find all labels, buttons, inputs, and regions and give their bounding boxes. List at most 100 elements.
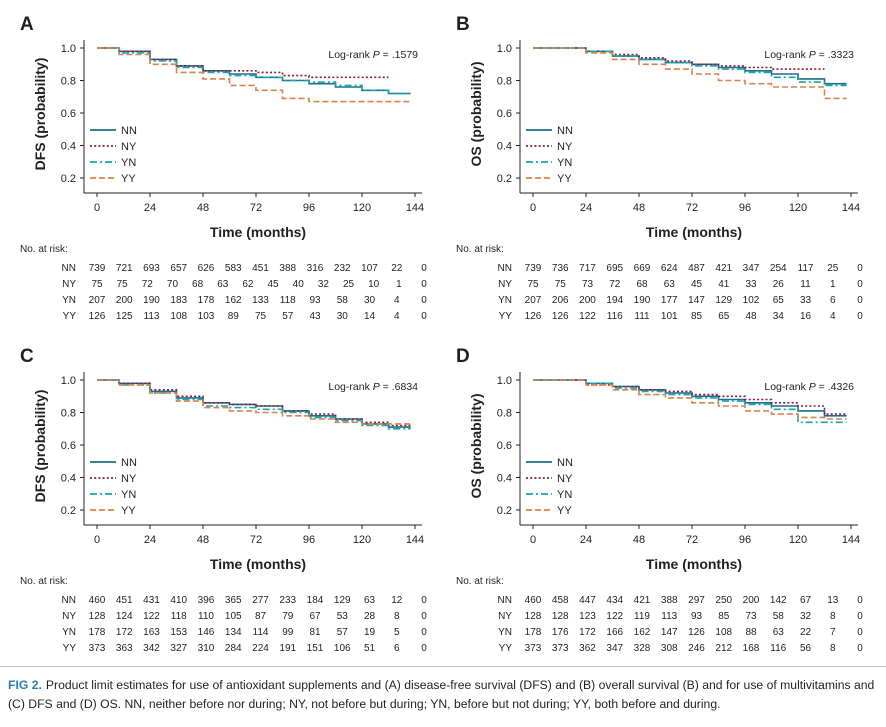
at-risk-row-label: NN xyxy=(62,263,76,274)
y-tick-label: 0.2 xyxy=(497,505,512,517)
at-risk-cell: 75 xyxy=(91,279,103,290)
caption-label: FIG 2. xyxy=(8,678,42,692)
at-risk-cell: 162 xyxy=(225,295,242,306)
at-risk-cell: 75 xyxy=(555,279,567,290)
at-risk-cell: 172 xyxy=(579,627,596,638)
x-tick-label: 24 xyxy=(144,202,156,214)
at-risk-cell: 212 xyxy=(715,643,732,654)
at-risk-cell: 41 xyxy=(718,279,730,290)
x-tick-label: 120 xyxy=(789,202,807,214)
at-risk-cell: 373 xyxy=(525,643,542,654)
at-risk-title: No. at risk: xyxy=(20,244,68,255)
at-risk-cell: 0 xyxy=(857,295,863,306)
at-risk-cell: 56 xyxy=(800,643,812,654)
panel-letter: A xyxy=(20,14,34,35)
at-risk-row-label: NN xyxy=(498,263,512,274)
at-risk-cell: 73 xyxy=(745,611,757,622)
at-risk-row-label: NY xyxy=(498,279,512,290)
legend-label-yy: YY xyxy=(557,173,572,185)
at-risk-cell: 0 xyxy=(421,263,427,274)
at-risk-cell: 207 xyxy=(525,295,542,306)
x-tick-label: 0 xyxy=(530,202,536,214)
legend-label-ny: NY xyxy=(557,473,573,485)
at-risk-row-label: YY xyxy=(63,643,77,654)
at-risk-cell: 122 xyxy=(143,611,160,622)
at-risk-cell: 246 xyxy=(688,643,705,654)
series-line-yn xyxy=(533,379,847,424)
at-risk-cell: 129 xyxy=(334,595,351,606)
at-risk-cell: 583 xyxy=(225,263,242,274)
at-risk-cell: 93 xyxy=(691,611,703,622)
at-risk-cell: 22 xyxy=(800,627,812,638)
at-risk-cell: 25 xyxy=(827,263,839,274)
legend-label-yy: YY xyxy=(121,505,136,517)
x-axis-label: Time (months) xyxy=(646,556,742,572)
y-tick-label: 0.4 xyxy=(61,473,76,485)
at-risk-cell: 118 xyxy=(171,611,187,622)
y-axis-label: DFS (probability) xyxy=(32,390,48,503)
at-risk-cell: 108 xyxy=(170,311,187,322)
at-risk-cell: 89 xyxy=(228,311,240,322)
at-risk-cell: 75 xyxy=(527,279,539,290)
at-risk-cell: 373 xyxy=(552,643,569,654)
at-risk-cell: 65 xyxy=(718,311,730,322)
at-risk-cell: 177 xyxy=(661,295,678,306)
legend-label-yy: YY xyxy=(557,505,572,517)
y-tick-label: 0.2 xyxy=(497,173,512,185)
at-risk-cell: 123 xyxy=(579,611,596,622)
panel-d: D 1.0 0.8 0.6 0.4 0.2 0 24 48 72 96 120 144 OS (proba… xyxy=(456,346,863,654)
at-risk-cell: 739 xyxy=(89,263,106,274)
at-risk-cell: 284 xyxy=(225,643,242,654)
x-tick-label: 96 xyxy=(303,202,315,214)
at-risk-cell: 0 xyxy=(421,611,427,622)
at-risk-cell: 63 xyxy=(364,595,376,606)
x-tick-label: 24 xyxy=(580,202,592,214)
panel-letter: C xyxy=(20,346,34,367)
at-risk-cell: 30 xyxy=(364,295,376,306)
at-risk-row-label: YY xyxy=(63,311,77,322)
at-risk-cell: 67 xyxy=(800,595,812,606)
legend-label-nn: NN xyxy=(121,125,137,137)
y-tick-label: 0.2 xyxy=(61,173,76,185)
at-risk-cell: 178 xyxy=(89,627,106,638)
at-risk-cell: 40 xyxy=(293,279,305,290)
at-risk-cell: 316 xyxy=(307,263,324,274)
at-risk-cell: 124 xyxy=(116,611,133,622)
at-risk-cell: 460 xyxy=(525,595,542,606)
x-tick-label: 144 xyxy=(842,534,860,546)
at-risk-cell: 133 xyxy=(252,295,269,306)
at-risk-cell: 14 xyxy=(364,311,376,322)
at-risk-row-label: NN xyxy=(498,595,512,606)
at-risk-cell: 8 xyxy=(830,611,836,622)
at-risk-row-label: NN xyxy=(62,595,76,606)
at-risk-cell: 327 xyxy=(170,643,187,654)
at-risk-cell: 0 xyxy=(421,295,427,306)
at-risk-cell: 277 xyxy=(252,595,269,606)
at-risk-cell: 126 xyxy=(89,311,106,322)
at-risk-cell: 184 xyxy=(307,595,324,606)
at-risk-row-label: NY xyxy=(62,279,76,290)
at-risk-cell: 4 xyxy=(394,295,400,306)
at-risk-cell: 19 xyxy=(364,627,376,638)
at-risk-cell: 207 xyxy=(89,295,106,306)
at-risk-cell: 32 xyxy=(800,611,812,622)
logrank-annotation: Log-rank P = .3323 xyxy=(764,49,854,61)
y-tick-label: 0.2 xyxy=(61,505,76,517)
at-risk-cell: 128 xyxy=(525,611,542,622)
at-risk-cell: 190 xyxy=(634,295,651,306)
at-risk-cell: 70 xyxy=(167,279,179,290)
at-risk-row-label: NY xyxy=(498,611,512,622)
at-risk-cell: 119 xyxy=(634,611,650,622)
series-line-ny xyxy=(97,47,389,79)
x-tick-label: 72 xyxy=(686,202,698,214)
at-risk-cell: 26 xyxy=(773,279,785,290)
at-risk-cell: 126 xyxy=(552,311,569,322)
y-axis-label: OS (probability) xyxy=(468,62,484,167)
at-risk-cell: 191 xyxy=(279,643,296,654)
at-risk-cell: 129 xyxy=(715,295,732,306)
at-risk-cell: 111 xyxy=(634,311,650,322)
at-risk-cell: 4 xyxy=(830,311,836,322)
logrank-annotation: Log-rank P = .6834 xyxy=(328,381,418,393)
at-risk-cell: 34 xyxy=(773,311,785,322)
